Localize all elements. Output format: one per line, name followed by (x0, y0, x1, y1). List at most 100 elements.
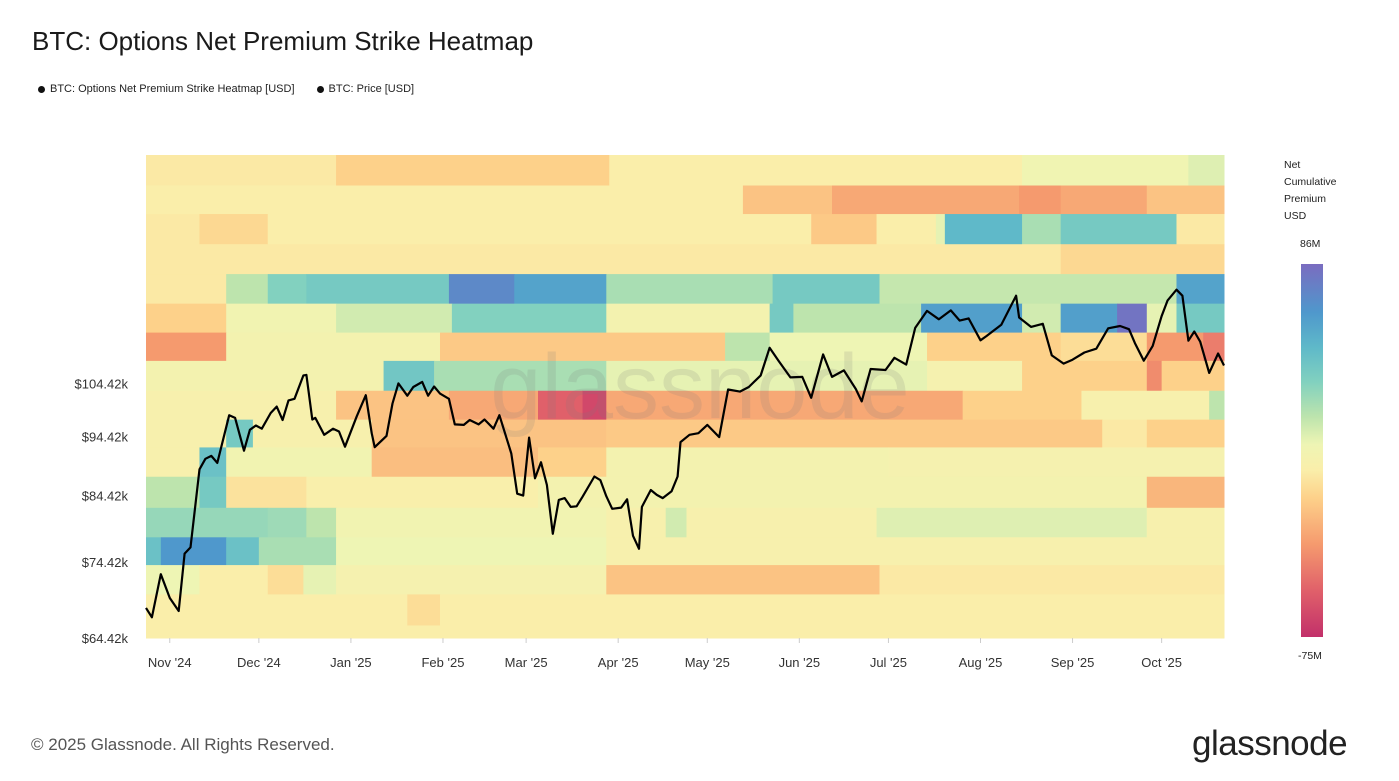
price-line (145, 288, 1225, 619)
heatmap-cell (407, 594, 441, 626)
x-tick-label: Oct '25 (1141, 655, 1182, 670)
heatmap-cell (199, 565, 269, 595)
copyright: © 2025 Glassnode. All Rights Reserved. (31, 735, 335, 754)
heatmap-cell (146, 447, 200, 478)
heatmap-cell (336, 155, 610, 187)
watermark: glassnode (490, 336, 909, 438)
heatmap-cell (440, 594, 1225, 626)
heatmap-cell (1117, 303, 1148, 334)
x-tick-label: Dec '24 (237, 655, 281, 670)
heatmap-cell (606, 447, 889, 478)
heatmap-cell (146, 507, 269, 538)
heatmap-cell (832, 185, 1020, 215)
heatmap-cell (1146, 507, 1225, 538)
y-tick-label: $104.42k (75, 376, 129, 391)
heatmap-cell (793, 303, 922, 334)
heatmap-cell (1209, 390, 1225, 421)
heatmap-cell (582, 390, 607, 421)
x-tick-label: Jan '25 (330, 655, 372, 670)
heatmap-cell (1146, 185, 1225, 215)
heatmap-cell (306, 507, 337, 538)
heatmap-cell (1060, 244, 1225, 275)
heatmap-cell (538, 476, 1148, 509)
heatmap-cell (267, 214, 812, 245)
heatmap-cell (146, 625, 1225, 639)
legend-item-heatmap[interactable]: BTC: Options Net Premium Strike Heatmap … (38, 83, 295, 95)
heatmap-cell (876, 507, 1148, 538)
heatmap-cell (725, 332, 771, 362)
x-tick-label: Nov '24 (148, 655, 192, 670)
heatmap-cell (606, 565, 881, 595)
heatmap-cell (665, 507, 687, 538)
colorbar-title-line: Net (1284, 159, 1301, 171)
heatmap-cell (811, 214, 878, 245)
heatmap-cell (1022, 360, 1148, 392)
heatmap-cell (1176, 214, 1225, 245)
heatmap-cell (306, 274, 450, 305)
heatmap-cell (267, 507, 307, 538)
x-tick-label: Mar '25 (505, 655, 548, 670)
heatmap-cell (146, 155, 337, 187)
heatmap-cell (769, 332, 928, 362)
heatmap-cell (226, 332, 441, 362)
heatmap-cell (146, 185, 744, 215)
y-axis: $64.42k $74.42k $84.42k $94.42k $104.42k (75, 376, 129, 646)
heatmap-cell (336, 537, 607, 566)
heatmap-cell (226, 303, 337, 334)
heatmap-cell (252, 419, 373, 448)
heatmap-cell (944, 214, 1023, 245)
heatmap-cell (226, 537, 260, 566)
x-tick-label: Feb '25 (421, 655, 464, 670)
colorbar-min-label: -75M (1298, 650, 1322, 662)
heatmap-cell (146, 332, 227, 362)
x-tick-label: Jun '25 (779, 655, 821, 670)
heatmap-cell (1161, 360, 1225, 392)
heatmap-cell (514, 274, 607, 305)
heatmap-cell (306, 476, 539, 509)
x-axis: Nov '24 Dec '24 Jan '25 Feb '25 Mar '25 Apr '… (148, 638, 1182, 670)
heatmap-cell (336, 565, 607, 595)
heatmap-cell (606, 274, 774, 305)
legend-item-price[interactable]: BTC: Price [USD] (316, 83, 414, 95)
heatmap-cell (1146, 360, 1163, 392)
heatmap-cell (606, 419, 1103, 448)
y-tick-label: $74.42k (82, 555, 129, 570)
heatmap-cell (146, 244, 1062, 275)
x-tick-label: Aug '25 (959, 655, 1003, 670)
heatmap-cell (267, 274, 307, 305)
colorbar-max-label: 86M (1300, 238, 1321, 250)
heatmap-cell (962, 390, 1082, 421)
heatmap-cell (927, 360, 1023, 392)
heatmap-cell (1022, 155, 1189, 187)
heatmap-cell (1146, 476, 1225, 509)
y-tick-label: $64.42k (82, 631, 129, 646)
heatmap-cell (146, 537, 162, 566)
heatmap-cell (226, 476, 307, 509)
heatmap-cell (1022, 214, 1062, 245)
heatmap-cell (879, 274, 1177, 305)
heatmap-cell (440, 332, 726, 362)
x-tick-label: May '25 (685, 655, 730, 670)
heatmap-cell (742, 185, 833, 215)
x-tick-label: Apr '25 (598, 655, 639, 670)
heatmap-cell (199, 476, 227, 509)
heatmap-cell (434, 360, 607, 392)
colorbar-title-line: USD (1284, 210, 1307, 222)
heatmap-cell (146, 565, 200, 595)
heatmap-cell (888, 447, 1225, 478)
colorbar-title: Net Cumulative Premium USD (1284, 157, 1337, 225)
colorbar-title-line: Cumulative (1284, 176, 1337, 188)
glassnode-logo: glassnode (1192, 724, 1348, 763)
heatmap-cell (1203, 332, 1225, 362)
heatmap-cell (146, 390, 337, 421)
heatmap-cell (1188, 155, 1225, 187)
heatmap-cell (1060, 214, 1177, 245)
heatmap-cell (146, 303, 227, 334)
heatmap-cell (451, 303, 607, 334)
heatmap-cell (146, 419, 227, 448)
colorbar (1301, 264, 1323, 637)
heatmap-cell (1081, 390, 1210, 421)
heatmap-cell (303, 565, 337, 595)
y-tick-label: $84.42k (82, 488, 129, 503)
heatmap-cell (1019, 185, 1062, 215)
